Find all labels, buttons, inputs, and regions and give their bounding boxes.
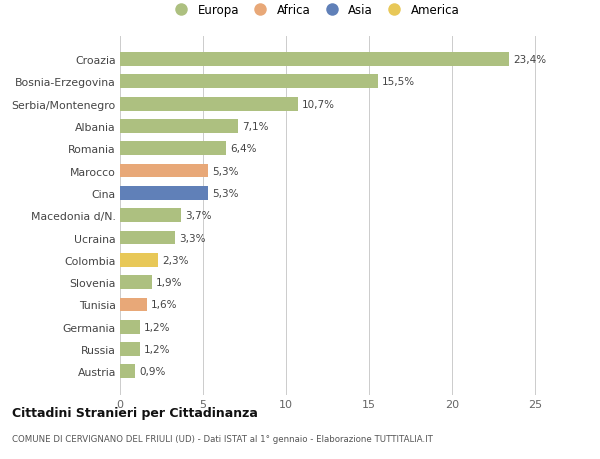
Text: Cittadini Stranieri per Cittadinanza: Cittadini Stranieri per Cittadinanza — [12, 406, 258, 419]
Text: 1,2%: 1,2% — [144, 322, 170, 332]
Bar — [120, 186, 208, 201]
Bar — [120, 209, 181, 223]
Text: 1,9%: 1,9% — [156, 278, 182, 287]
Bar — [120, 164, 208, 178]
Text: 3,3%: 3,3% — [179, 233, 205, 243]
Text: COMUNE DI CERVIGNANO DEL FRIULI (UD) - Dati ISTAT al 1° gennaio - Elaborazione T: COMUNE DI CERVIGNANO DEL FRIULI (UD) - D… — [12, 434, 433, 443]
Text: 6,4%: 6,4% — [230, 144, 257, 154]
Text: 5,3%: 5,3% — [212, 166, 239, 176]
Text: 1,6%: 1,6% — [151, 300, 177, 310]
Bar — [120, 231, 175, 245]
Text: 10,7%: 10,7% — [302, 100, 335, 109]
Bar — [120, 298, 146, 312]
Bar — [120, 320, 140, 334]
Text: 0,9%: 0,9% — [139, 367, 166, 376]
Bar — [120, 342, 140, 356]
Text: 5,3%: 5,3% — [212, 189, 239, 198]
Text: 1,2%: 1,2% — [144, 344, 170, 354]
Text: 15,5%: 15,5% — [382, 77, 415, 87]
Text: 7,1%: 7,1% — [242, 122, 269, 132]
Bar — [120, 253, 158, 267]
Bar — [120, 142, 226, 156]
Text: 2,3%: 2,3% — [163, 255, 189, 265]
Legend: Europa, Africa, Asia, America: Europa, Africa, Asia, America — [167, 1, 462, 19]
Text: 23,4%: 23,4% — [513, 55, 546, 65]
Bar — [120, 364, 135, 379]
Bar — [120, 53, 509, 67]
Bar — [120, 275, 152, 290]
Bar — [120, 75, 377, 89]
Text: 3,7%: 3,7% — [185, 211, 212, 221]
Bar — [120, 120, 238, 134]
Bar — [120, 97, 298, 112]
